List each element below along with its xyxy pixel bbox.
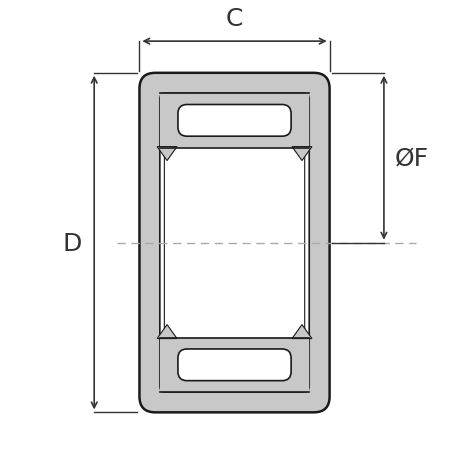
Text: ØF: ØF <box>394 146 428 170</box>
Polygon shape <box>291 325 311 339</box>
FancyBboxPatch shape <box>164 99 304 387</box>
FancyBboxPatch shape <box>159 338 308 392</box>
Polygon shape <box>291 147 311 161</box>
Polygon shape <box>157 147 177 161</box>
FancyBboxPatch shape <box>159 94 308 148</box>
FancyBboxPatch shape <box>159 94 308 392</box>
Text: C: C <box>225 7 243 31</box>
FancyBboxPatch shape <box>139 73 329 413</box>
FancyBboxPatch shape <box>178 105 291 137</box>
FancyBboxPatch shape <box>178 349 291 381</box>
Polygon shape <box>157 325 177 339</box>
Text: D: D <box>62 231 81 255</box>
